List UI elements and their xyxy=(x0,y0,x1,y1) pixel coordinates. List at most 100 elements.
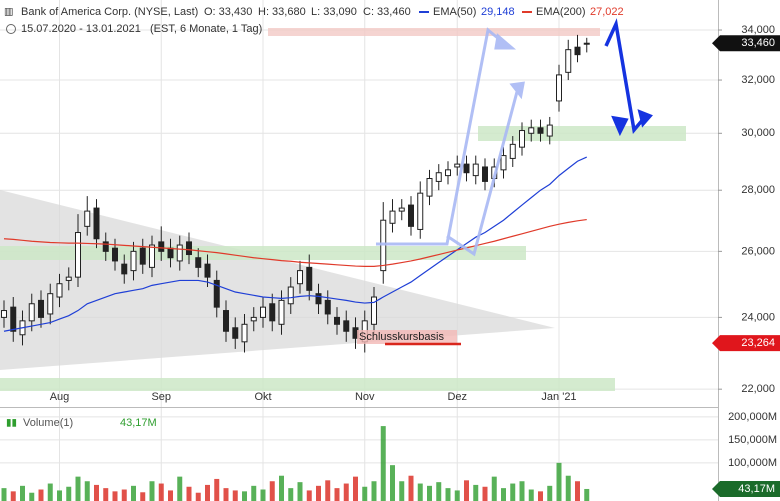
candle-body xyxy=(287,286,294,305)
y-tick-label: 26,000 xyxy=(741,245,775,257)
candle-body xyxy=(398,207,405,212)
candle-body xyxy=(139,247,146,265)
volume-bar xyxy=(288,488,294,501)
date-range: 15.07.2020 - 13.01.2021 xyxy=(21,23,141,35)
x-tick-label: Jan '21 xyxy=(541,391,576,403)
clock-icon xyxy=(6,24,16,34)
volume-bar xyxy=(362,486,368,501)
volume-bar xyxy=(556,462,562,501)
candle-body xyxy=(454,163,461,168)
base-price-bg xyxy=(712,335,780,352)
volume-bar xyxy=(473,484,479,501)
volume-bar xyxy=(20,485,25,501)
candle-body xyxy=(223,310,229,332)
candle-body xyxy=(112,247,118,262)
info: (EST, 6 Monate, 1 Tag) xyxy=(150,23,262,35)
candle-body xyxy=(445,169,451,177)
candle-body xyxy=(583,42,590,45)
icon: ▥ xyxy=(4,7,13,18)
candle-body xyxy=(334,316,340,325)
y-tick-label: 34,000 xyxy=(741,24,775,36)
x-tick-label: Nov xyxy=(355,391,375,403)
volume-bar xyxy=(334,488,340,501)
candle-body xyxy=(371,296,377,325)
title: Bank of America Corp. (NYSE, Last) xyxy=(21,6,198,18)
legend-value: 29,148 xyxy=(481,6,515,18)
candle-body xyxy=(297,270,303,285)
volume-bar xyxy=(464,480,469,501)
candle-body xyxy=(269,303,276,322)
volume-bar xyxy=(371,481,377,501)
volume-bar xyxy=(491,476,497,501)
volume-bar xyxy=(177,476,183,501)
volume-bar xyxy=(547,485,553,501)
volume-bar xyxy=(121,489,127,501)
volume-icon: ▮▮ xyxy=(6,418,17,429)
candle-body xyxy=(574,46,581,56)
support-zone xyxy=(478,126,686,141)
volume-bar xyxy=(38,489,44,501)
candle-body xyxy=(463,163,470,174)
volume-bar xyxy=(584,488,590,501)
volume-bar xyxy=(427,485,432,501)
y-tick-label: 28,000 xyxy=(741,184,775,196)
volume-bar xyxy=(158,483,164,501)
forecast-arrow xyxy=(604,18,653,137)
ohlc: H: 33,680 xyxy=(258,6,306,18)
volume-bar xyxy=(66,486,72,501)
candle-body xyxy=(213,279,220,308)
candle-body xyxy=(149,244,155,268)
ohlc: L: 33,090 xyxy=(311,6,357,18)
volume-bar xyxy=(205,484,210,501)
volume-bar xyxy=(195,492,201,501)
volume-bar xyxy=(1,488,7,501)
volume-bar xyxy=(57,490,62,501)
last-volume: 43,17M xyxy=(738,483,775,495)
volume-bar xyxy=(482,486,488,501)
y-tick-label: 150,000M xyxy=(728,434,777,446)
ema-line xyxy=(3,218,587,268)
volume-bar xyxy=(214,478,220,501)
candle-body xyxy=(408,204,414,227)
x-tick-label: Sep xyxy=(151,391,171,403)
volume-bar xyxy=(408,475,414,501)
candle-body xyxy=(324,299,331,315)
candle-body xyxy=(28,303,35,322)
volume-bar xyxy=(131,485,136,501)
volume-bar xyxy=(297,482,303,501)
candle-body xyxy=(1,310,7,318)
candle-body xyxy=(102,241,109,252)
last-volume-bg xyxy=(712,480,780,497)
annotation-bg xyxy=(357,330,457,344)
candle-body xyxy=(204,263,211,278)
volume-bar xyxy=(94,484,99,501)
volume-bar xyxy=(353,476,358,501)
candle-body xyxy=(389,210,396,224)
candle-body xyxy=(537,127,544,134)
y-tick-label: 30,000 xyxy=(741,127,775,139)
candle-body xyxy=(130,250,137,272)
y-tick-label: 24,000 xyxy=(741,311,775,323)
volume-bar xyxy=(232,490,238,501)
volume-bar xyxy=(103,488,109,501)
volume-bar xyxy=(454,490,460,501)
candle-body xyxy=(195,257,202,268)
candle-body xyxy=(250,316,257,322)
volume-bar xyxy=(316,485,321,501)
volume-bar xyxy=(445,488,451,501)
volume-bar xyxy=(399,481,405,501)
candle-body xyxy=(56,283,63,298)
candle-body xyxy=(47,293,54,315)
candle-body xyxy=(232,327,239,339)
candle-body xyxy=(158,241,165,252)
volume-bar xyxy=(436,482,442,501)
candle-body xyxy=(509,143,516,159)
volume-bar xyxy=(269,481,275,501)
volume-value: 43,17M xyxy=(120,417,157,429)
triangle-pattern xyxy=(0,190,555,370)
volume-bar xyxy=(75,476,81,501)
ohlc: C: 33,460 xyxy=(363,6,411,18)
candle-body xyxy=(65,276,72,281)
volume-bar xyxy=(528,489,534,501)
